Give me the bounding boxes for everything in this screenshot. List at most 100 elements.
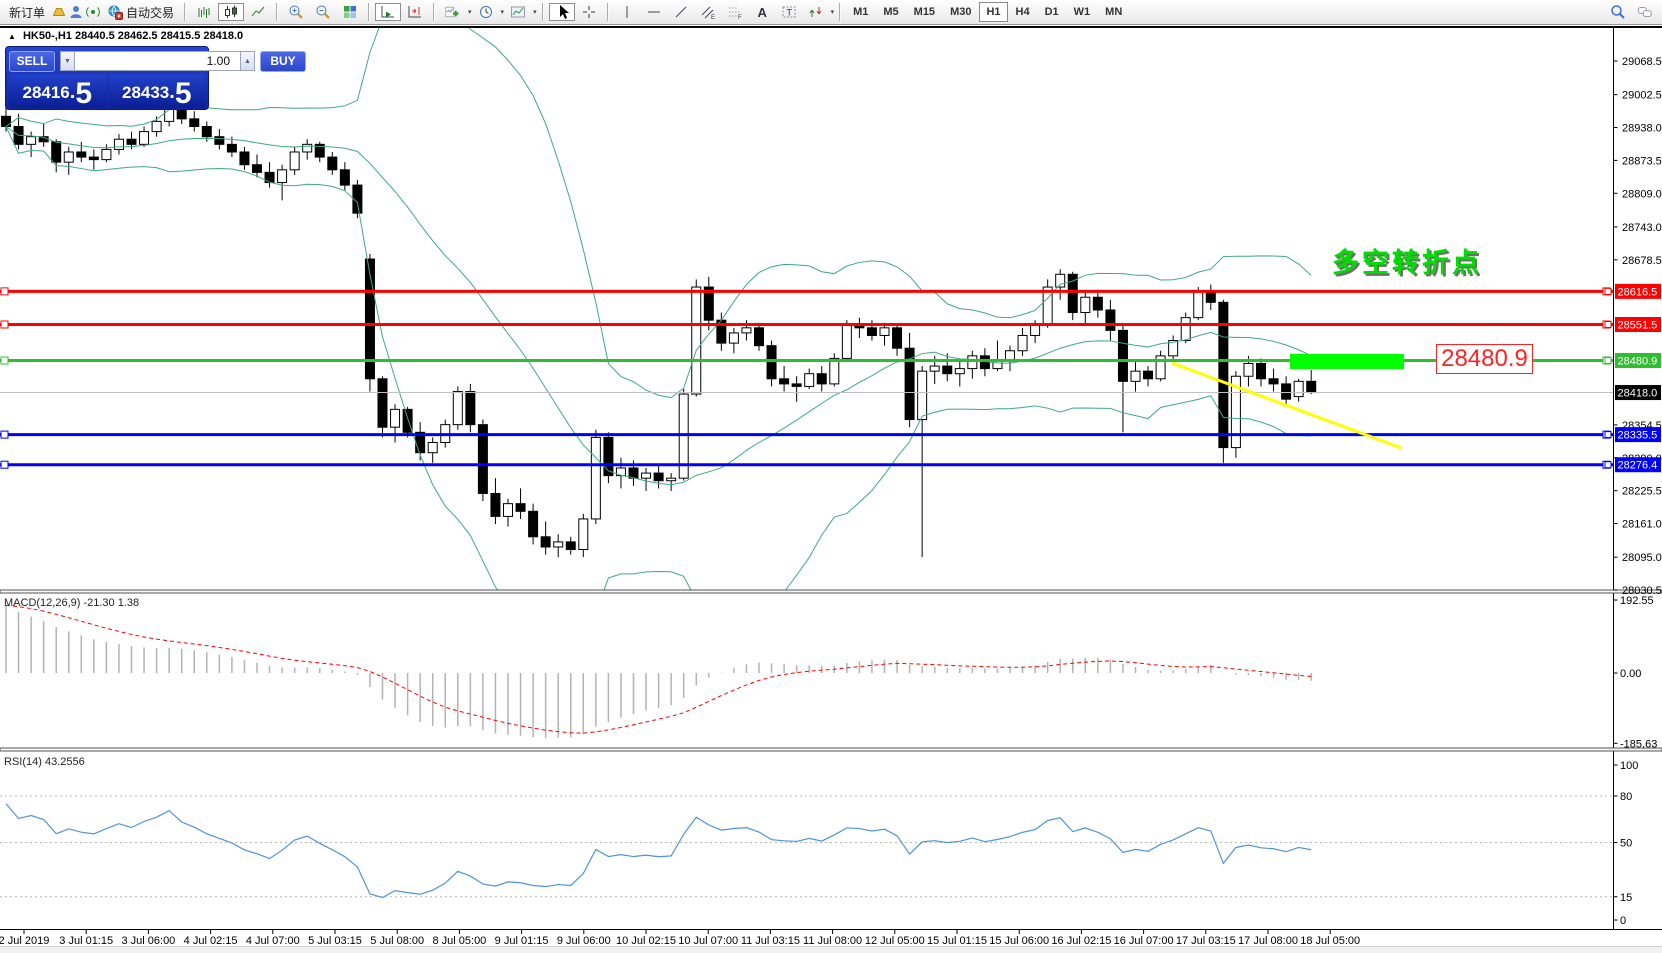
svg-text:T: T bbox=[786, 8, 792, 18]
line-handle[interactable] bbox=[0, 287, 9, 296]
main-price-pane[interactable] bbox=[0, 0, 1613, 655]
bear-candle bbox=[214, 136, 225, 145]
bear-candle bbox=[515, 503, 526, 512]
equidistant-channel-icon[interactable]: E bbox=[695, 3, 721, 21]
bull-candle bbox=[1243, 362, 1254, 377]
tile-windows-icon[interactable] bbox=[337, 3, 363, 21]
vertical-line-icon[interactable] bbox=[614, 3, 640, 21]
line-chart-icon[interactable] bbox=[245, 3, 271, 21]
periods-dropdown-icon[interactable]: ▾ bbox=[500, 9, 505, 16]
line-handle[interactable] bbox=[0, 320, 9, 329]
zoom-out-icon[interactable] bbox=[310, 3, 336, 21]
templates-icon[interactable] bbox=[505, 3, 531, 21]
candlestick-chart-icon[interactable] bbox=[218, 3, 245, 21]
bear-candle bbox=[364, 258, 375, 380]
tab-timeframe-m1[interactable]: M1 bbox=[853, 6, 869, 18]
profile-icon[interactable] bbox=[68, 4, 84, 20]
auto-trading-button[interactable]: 自动交易 bbox=[102, 2, 179, 23]
zoom-in-icon[interactable] bbox=[283, 3, 309, 21]
axis-label: 18 Jul 05:00 bbox=[1300, 935, 1360, 947]
indicators-dropdown-icon[interactable]: ▾ bbox=[468, 9, 472, 16]
signal-icon[interactable] bbox=[85, 4, 101, 20]
buy-button[interactable]: BUY bbox=[260, 50, 306, 72]
horizontal-line-icon[interactable] bbox=[641, 3, 667, 21]
tab-timeframe-m30[interactable]: M30 bbox=[950, 6, 972, 18]
fibonacci-icon[interactable]: F bbox=[722, 3, 748, 21]
trendline-icon[interactable] bbox=[668, 3, 694, 21]
cursor-icon[interactable] bbox=[548, 3, 575, 21]
bear-candle bbox=[490, 492, 501, 517]
bear-candle bbox=[201, 125, 212, 138]
tab-timeframe-w1[interactable]: W1 bbox=[1073, 6, 1091, 18]
trendline[interactable] bbox=[1171, 361, 1403, 450]
chart-ohlc-values: 28440.5 28462.5 28415.5 28418.0 bbox=[74, 30, 244, 42]
bull-candle bbox=[427, 441, 438, 454]
bull-candle bbox=[151, 120, 162, 133]
bear-candle bbox=[528, 510, 539, 538]
templates-dropdown-icon[interactable]: ▾ bbox=[533, 9, 537, 16]
axis-label: 4 Jul 07:00 bbox=[246, 935, 300, 947]
highlight-bar[interactable] bbox=[1289, 353, 1405, 369]
line-handle[interactable] bbox=[0, 430, 9, 439]
pane-divider[interactable] bbox=[0, 589, 1662, 594]
arrow-shapes-icon[interactable] bbox=[803, 3, 829, 21]
text-icon[interactable]: A bbox=[749, 3, 775, 21]
bar-chart-icon[interactable] bbox=[191, 3, 217, 21]
axis-price-tag-text: 28418.0 bbox=[1618, 388, 1658, 400]
pane-divider[interactable] bbox=[0, 747, 1662, 752]
rsi-pane[interactable] bbox=[0, 795, 1613, 899]
bear-candle bbox=[1268, 378, 1279, 385]
volume-decrease-button[interactable]: ▼ bbox=[60, 51, 75, 71]
volume-input[interactable] bbox=[75, 51, 240, 71]
bull-candle bbox=[1055, 273, 1066, 288]
indicators-icon[interactable] bbox=[440, 3, 466, 21]
periods-icon[interactable] bbox=[473, 3, 499, 21]
axis-price-tag bbox=[1615, 427, 1661, 443]
bear-candle bbox=[540, 536, 551, 548]
price-tag-annotation[interactable]: 28480.9 bbox=[1436, 344, 1533, 374]
axis-label: 3 Jul 01:15 bbox=[59, 935, 113, 947]
chart-collapse-icon[interactable]: ▲ bbox=[8, 32, 16, 41]
sell-price-dot: . bbox=[69, 81, 76, 103]
bull-candle bbox=[1230, 375, 1241, 449]
sell-price[interactable]: 28416 . 5 bbox=[9, 74, 106, 109]
bull-candle bbox=[879, 327, 890, 336]
axis-label: -185.63 bbox=[1620, 738, 1657, 750]
tab-timeframe-h1[interactable]: H1 bbox=[979, 2, 1008, 22]
axis-label: 15 Jul 06:00 bbox=[989, 935, 1049, 947]
text-label-icon[interactable]: T bbox=[776, 3, 802, 21]
bear-candle bbox=[314, 143, 325, 158]
line-handle[interactable] bbox=[0, 460, 9, 469]
buy-price-int: 28433 bbox=[121, 83, 170, 102]
bear-candle bbox=[942, 365, 953, 375]
bull-candle bbox=[139, 131, 150, 145]
crosshair-icon[interactable] bbox=[576, 3, 602, 21]
bull-candle bbox=[590, 436, 601, 520]
tab-timeframe-m5[interactable]: M5 bbox=[883, 6, 899, 18]
bull-candle bbox=[666, 477, 677, 482]
bear-candle bbox=[226, 143, 237, 153]
buy-price-frac: 5 bbox=[174, 77, 192, 110]
macd-pane[interactable] bbox=[5, 604, 1312, 739]
chart-shift-icon[interactable] bbox=[402, 3, 428, 21]
tab-timeframe-h4[interactable]: H4 bbox=[1015, 6, 1030, 18]
axis-label: 17 Jul 03:15 bbox=[1176, 935, 1236, 947]
volume-increase-button[interactable]: ▲ bbox=[240, 51, 255, 71]
bear-candle bbox=[1, 115, 11, 127]
buy-price[interactable]: 28433 . 5 bbox=[108, 74, 205, 110]
line-handle[interactable] bbox=[0, 356, 9, 365]
shapes-dropdown-icon[interactable]: ▾ bbox=[830, 9, 835, 16]
sell-button[interactable]: SELL bbox=[9, 50, 55, 72]
bull-candle bbox=[728, 332, 739, 344]
tab-timeframe-m15[interactable]: M15 bbox=[913, 6, 936, 18]
turning-point-annotation[interactable]: 多空转折点 bbox=[1332, 248, 1482, 278]
search-icon[interactable] bbox=[1605, 3, 1631, 21]
chat-icon[interactable] bbox=[1632, 3, 1658, 21]
tab-timeframe-d1[interactable]: D1 bbox=[1044, 6, 1059, 18]
auto-scroll-icon[interactable] bbox=[375, 3, 402, 21]
gold-ingot-icon[interactable] bbox=[51, 4, 67, 20]
tab-timeframe-mn[interactable]: MN bbox=[1105, 6, 1123, 18]
axis-label: 28873.5 bbox=[1622, 155, 1662, 167]
new-order-button[interactable]: 新订单 bbox=[4, 2, 50, 23]
